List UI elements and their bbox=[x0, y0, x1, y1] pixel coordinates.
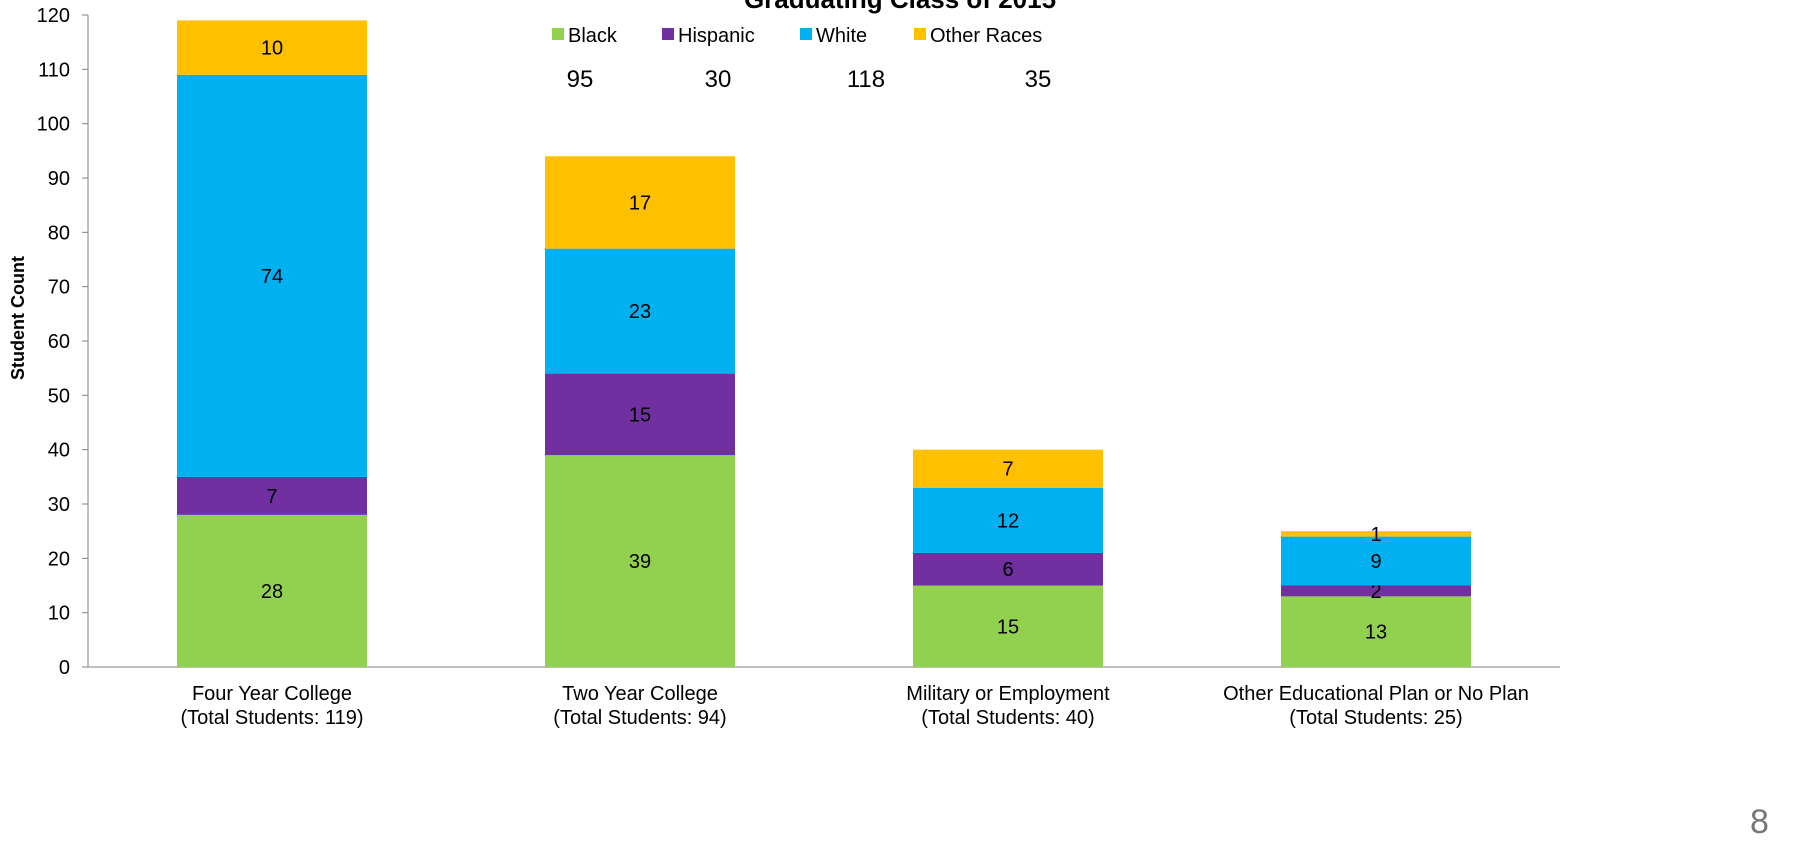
y-tick-label: 40 bbox=[48, 440, 70, 462]
data-label: 28 bbox=[261, 581, 283, 603]
bar-segment-white bbox=[177, 74, 367, 477]
bar-segment-hispanic bbox=[545, 373, 735, 456]
series-total-value: 95 bbox=[567, 66, 594, 93]
data-label: 7 bbox=[1002, 459, 1013, 481]
legend-swatch bbox=[552, 28, 564, 40]
data-label: 74 bbox=[261, 266, 283, 288]
series-totals: 95 30 118 35 bbox=[567, 66, 1052, 93]
data-label: 39 bbox=[629, 551, 651, 573]
y-tick-label: 120 bbox=[37, 5, 70, 27]
chart-title: Graduating Class of 2015 bbox=[744, 0, 1056, 14]
x-category-label: Military or Employment bbox=[906, 683, 1110, 705]
y-tick-label: 30 bbox=[48, 494, 70, 516]
bar-segment-white bbox=[913, 487, 1103, 553]
x-category-label: Two Year College bbox=[562, 683, 718, 705]
y-tick-label: 60 bbox=[48, 331, 70, 353]
category-labels: Four Year College(Total Students: 119) Tw… bbox=[180, 683, 1528, 729]
data-label: 13 bbox=[1365, 622, 1387, 644]
y-tick-label: 0 bbox=[59, 657, 70, 679]
x-category-label: Four Year College bbox=[192, 683, 352, 705]
bar-segment-hispanic bbox=[913, 552, 1103, 586]
bars: 28 7 74 10 39 15 23 17 15 6 12 7 13 2 9 1 bbox=[177, 20, 1471, 667]
legend-label: Hispanic bbox=[678, 25, 755, 47]
data-label: 10 bbox=[261, 38, 283, 60]
y-tick-label: 80 bbox=[48, 222, 70, 244]
y-tick-label: 20 bbox=[48, 548, 70, 570]
bar-segment-black bbox=[545, 455, 735, 667]
x-category-total-label: (Total Students: 119) bbox=[180, 707, 363, 729]
data-label: 23 bbox=[629, 301, 651, 323]
bar-segment-white bbox=[1281, 536, 1471, 586]
bar-segment-hispanic bbox=[177, 476, 367, 515]
bar-segment-other-races bbox=[545, 156, 735, 249]
y-tick-label: 90 bbox=[48, 168, 70, 190]
data-label: 12 bbox=[997, 510, 1019, 532]
y-tick-label: 110 bbox=[38, 59, 70, 81]
y-tick-label: 70 bbox=[48, 277, 70, 299]
bar-segment-other-races bbox=[1281, 531, 1471, 537]
bar-segment-other-races bbox=[177, 20, 367, 75]
series-total-value: 118 bbox=[847, 66, 885, 93]
data-label: 1 bbox=[1370, 524, 1381, 546]
slide-number: 8 bbox=[1750, 803, 1769, 841]
data-label: 15 bbox=[997, 616, 1019, 638]
bar-segment-other-races bbox=[913, 449, 1103, 488]
x-category-total-label: (Total Students: 25) bbox=[1289, 707, 1462, 729]
series-total-value: 30 bbox=[705, 66, 732, 93]
y-tick-label: 100 bbox=[37, 114, 70, 136]
legend-label: Black bbox=[568, 25, 618, 47]
data-label: 2 bbox=[1370, 581, 1381, 603]
data-label: 9 bbox=[1370, 551, 1381, 573]
data-label: 15 bbox=[629, 404, 651, 426]
x-category-label: Other Educational Plan or No Plan bbox=[1223, 683, 1529, 705]
legend-label: White bbox=[816, 25, 867, 47]
y-tick-label: 50 bbox=[48, 385, 70, 407]
data-label: 17 bbox=[629, 192, 651, 214]
data-label: 7 bbox=[266, 486, 277, 508]
bar-segment-hispanic bbox=[1281, 585, 1471, 597]
bar-segment-black bbox=[1281, 596, 1471, 667]
bar-segment-black bbox=[913, 585, 1103, 667]
legend-swatch bbox=[662, 28, 674, 40]
legend: Black Hispanic White Other Races bbox=[552, 25, 1042, 47]
y-axis-label: Student Count bbox=[8, 256, 28, 380]
data-label: 6 bbox=[1002, 559, 1013, 581]
legend-swatch bbox=[800, 28, 812, 40]
series-total-value: 35 bbox=[1025, 66, 1052, 93]
x-category-total-label: (Total Students: 40) bbox=[921, 707, 1094, 729]
legend-label: Other Races bbox=[930, 25, 1042, 47]
bar-segment-white bbox=[545, 248, 735, 374]
y-tick-label: 10 bbox=[48, 603, 70, 625]
x-category-total-label: (Total Students: 94) bbox=[553, 707, 726, 729]
legend-swatch bbox=[914, 28, 926, 40]
bar-segment-black bbox=[177, 514, 367, 667]
